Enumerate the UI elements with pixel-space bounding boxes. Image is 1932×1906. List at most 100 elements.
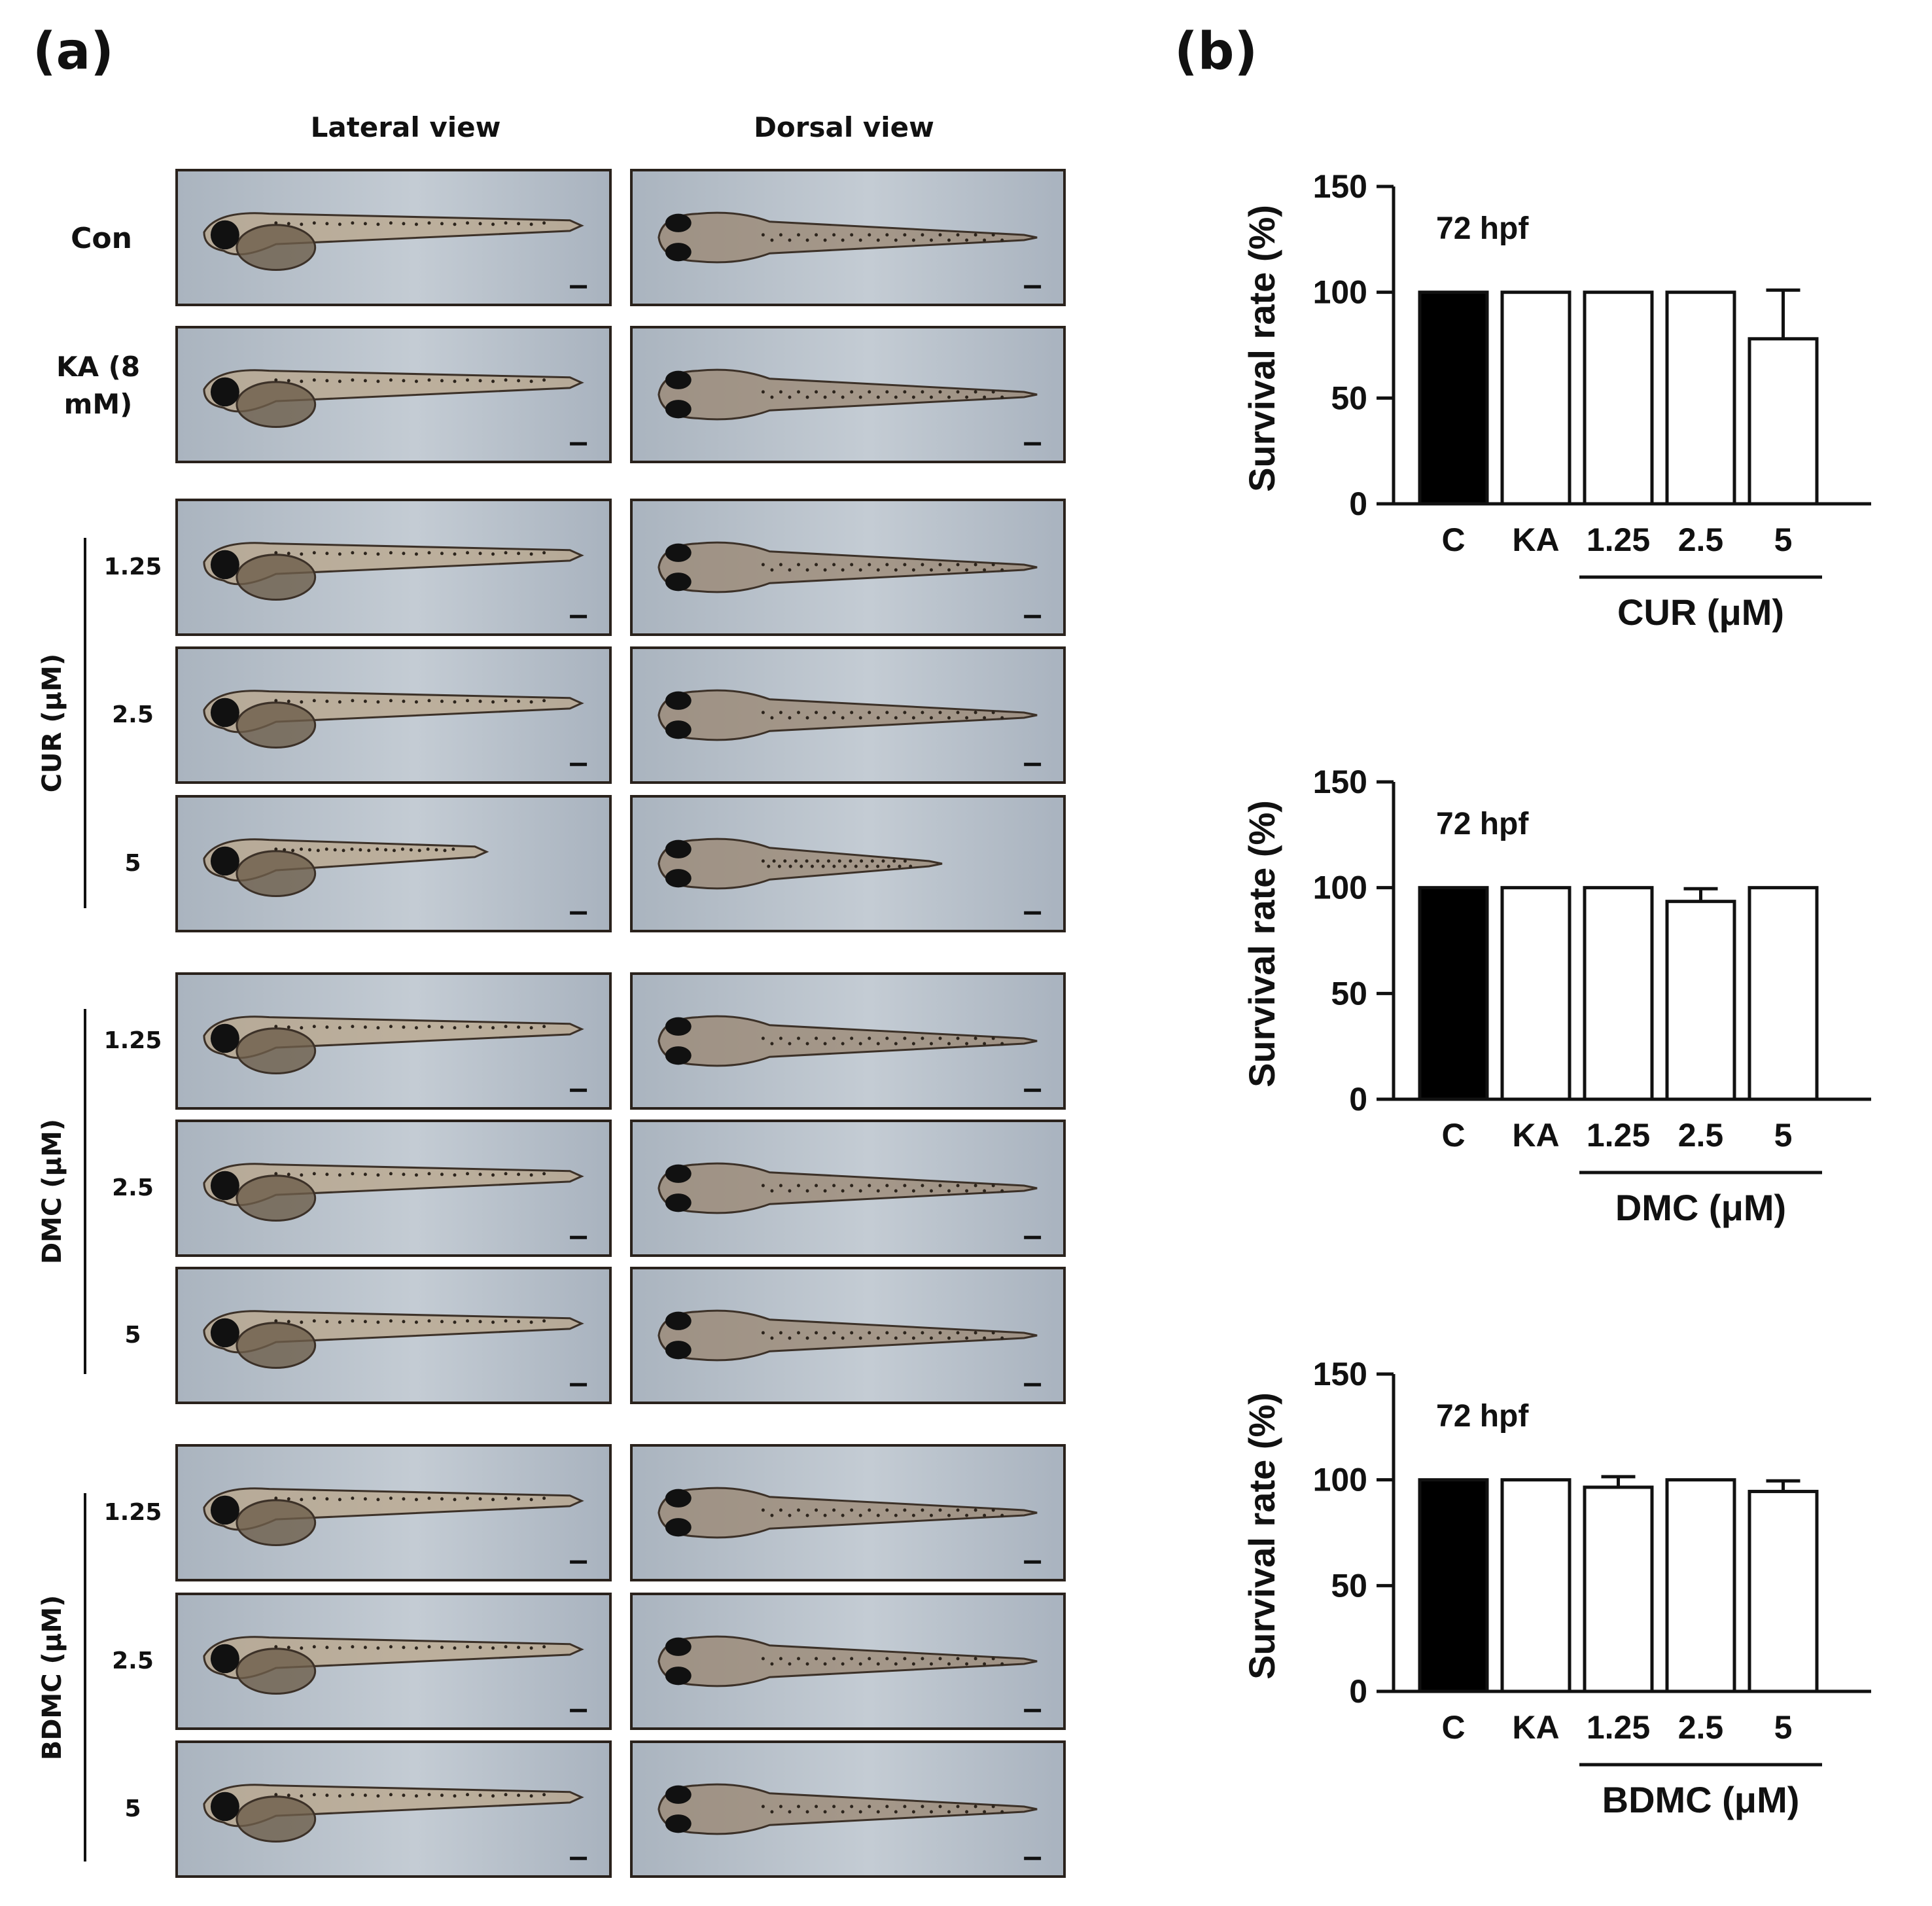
larva-yolk — [236, 224, 317, 272]
photo-lateral-bdmc-125 — [175, 1444, 612, 1581]
larva-yolk — [236, 1322, 317, 1369]
y-tick-label: 100 — [1313, 870, 1367, 906]
row-label-ka: KA (8 mM) — [56, 351, 141, 420]
y-tick-label: 50 — [1331, 1567, 1367, 1604]
photo-lateral-bdmc-5 — [175, 1740, 612, 1878]
larva-eye-right — [665, 869, 692, 888]
larva-eye-right — [665, 1667, 692, 1685]
bar-5 — [1748, 1489, 1819, 1693]
x-tick-label: KA — [1512, 521, 1559, 558]
larva-eye-right — [665, 573, 692, 591]
larva-eye-left — [665, 1017, 692, 1036]
scale-bar — [1024, 442, 1042, 446]
larva-eye-left — [665, 543, 692, 562]
row-label-bdmc-125: 1.25 — [103, 1499, 162, 1526]
panel-b-label: (b) — [1174, 22, 1258, 81]
larva-yolk — [236, 701, 317, 749]
group-label-dmc: DMC (μM) — [37, 1118, 67, 1265]
scale-bar — [1024, 911, 1042, 915]
photo-dorsal-dmc-5 — [630, 1267, 1066, 1404]
photo-lateral-dmc-25 — [175, 1120, 612, 1257]
photo-dorsal-dmc-25 — [630, 1120, 1066, 1257]
survival-chart-3: 0 50 100 150 Survival rate (%) 72 hpf C KA 1.25 2… — [1230, 1338, 1897, 1835]
scale-bar — [1024, 1560, 1042, 1564]
chart-title: 72 hpf — [1436, 1399, 1529, 1434]
x-tick-label: KA — [1512, 1709, 1559, 1746]
y-tick-label: 150 — [1313, 168, 1367, 205]
group-bracket-cur — [84, 538, 86, 908]
larva-eye-right — [665, 1193, 692, 1212]
larva-yolk — [236, 1174, 317, 1222]
larva-eye-left — [665, 1785, 692, 1804]
x-tick-label: C — [1441, 1709, 1465, 1746]
larva-eye-left — [665, 370, 692, 389]
photo-lateral-con — [175, 169, 612, 306]
larva-eye — [210, 1023, 239, 1053]
larva-eye-left — [665, 691, 692, 710]
photo-lateral-cur-25 — [175, 646, 612, 784]
larva-eye-right — [665, 720, 692, 739]
larva-yolk — [236, 554, 317, 601]
larva-eye-right — [665, 1814, 692, 1833]
photo-dorsal-bdmc-5 — [630, 1740, 1066, 1878]
y-tick-label: 0 — [1349, 1673, 1367, 1710]
y-tick-label: 0 — [1349, 485, 1367, 522]
x-tick-label: KA — [1512, 1117, 1559, 1154]
group-label-cur: CUR (μM) — [37, 653, 67, 793]
x-tick-label: 1.25 — [1587, 521, 1650, 558]
larva-eye — [210, 1318, 239, 1348]
scale-bar — [570, 1235, 588, 1239]
photo-dorsal-ka — [630, 326, 1066, 463]
y-tick-label: 50 — [1331, 379, 1367, 416]
group-bracket-bdmc — [84, 1493, 86, 1862]
larva-eye — [210, 1644, 239, 1674]
x-tick-label: 5 — [1774, 1117, 1793, 1154]
larva-eye-right — [665, 243, 692, 262]
bar-4 — [1665, 900, 1736, 1101]
y-tick-label: 100 — [1313, 1462, 1367, 1498]
photo-dorsal-cur-5 — [630, 795, 1066, 932]
scale-bar — [570, 442, 588, 446]
group-label: CUR (μM) — [1617, 591, 1784, 633]
photo-lateral-dmc-125 — [175, 972, 612, 1110]
larva-eye — [210, 220, 239, 250]
x-tick-label: 2.5 — [1678, 521, 1724, 558]
larva-eye-left — [665, 839, 692, 858]
larva-eye — [210, 1171, 239, 1201]
scale-bar — [1024, 762, 1042, 766]
scale-bar — [1024, 1235, 1042, 1239]
scale-bar — [570, 1856, 588, 1860]
dorsal-view-header: Dorsal view — [754, 111, 934, 143]
bar-4 — [1665, 291, 1736, 506]
photo-dorsal-bdmc-25 — [630, 1593, 1066, 1730]
row-label-bdmc-5: 5 — [124, 1795, 141, 1822]
scale-bar — [1024, 1856, 1042, 1860]
row-label-dmc-125: 1.25 — [103, 1027, 162, 1054]
larva-eye — [210, 697, 239, 728]
row-label-cur-5: 5 — [124, 850, 141, 877]
larva-eye-right — [665, 1518, 692, 1537]
scale-bar — [570, 1383, 588, 1386]
survival-chart-1: 0 50 100 150 Survival rate (%) 72 hpf C KA 1.25 2… — [1230, 150, 1897, 648]
larva-eye — [210, 1791, 239, 1822]
row-label-dmc-5: 5 — [124, 1322, 141, 1349]
larva-eye-right — [665, 1341, 692, 1360]
larva-yolk — [236, 1795, 317, 1843]
photo-dorsal-con — [630, 169, 1066, 306]
chart-title: 72 hpf — [1436, 211, 1529, 246]
y-tick-label: 0 — [1349, 1081, 1367, 1118]
larva-eye-left — [665, 1637, 692, 1656]
scale-bar — [570, 911, 588, 915]
larva-yolk — [236, 850, 317, 898]
bar-3 — [1583, 1485, 1654, 1693]
scale-bar — [570, 1088, 588, 1092]
larva-eye-left — [665, 1311, 692, 1330]
bar-1 — [1418, 1478, 1489, 1693]
larva-yolk — [236, 381, 317, 429]
larva-yolk — [236, 1027, 317, 1075]
row-label-con: Con — [71, 222, 132, 255]
larva-eye — [210, 377, 239, 407]
lateral-view-header: Lateral view — [310, 111, 501, 143]
group-label-bdmc: BDMC (μM) — [37, 1595, 67, 1760]
